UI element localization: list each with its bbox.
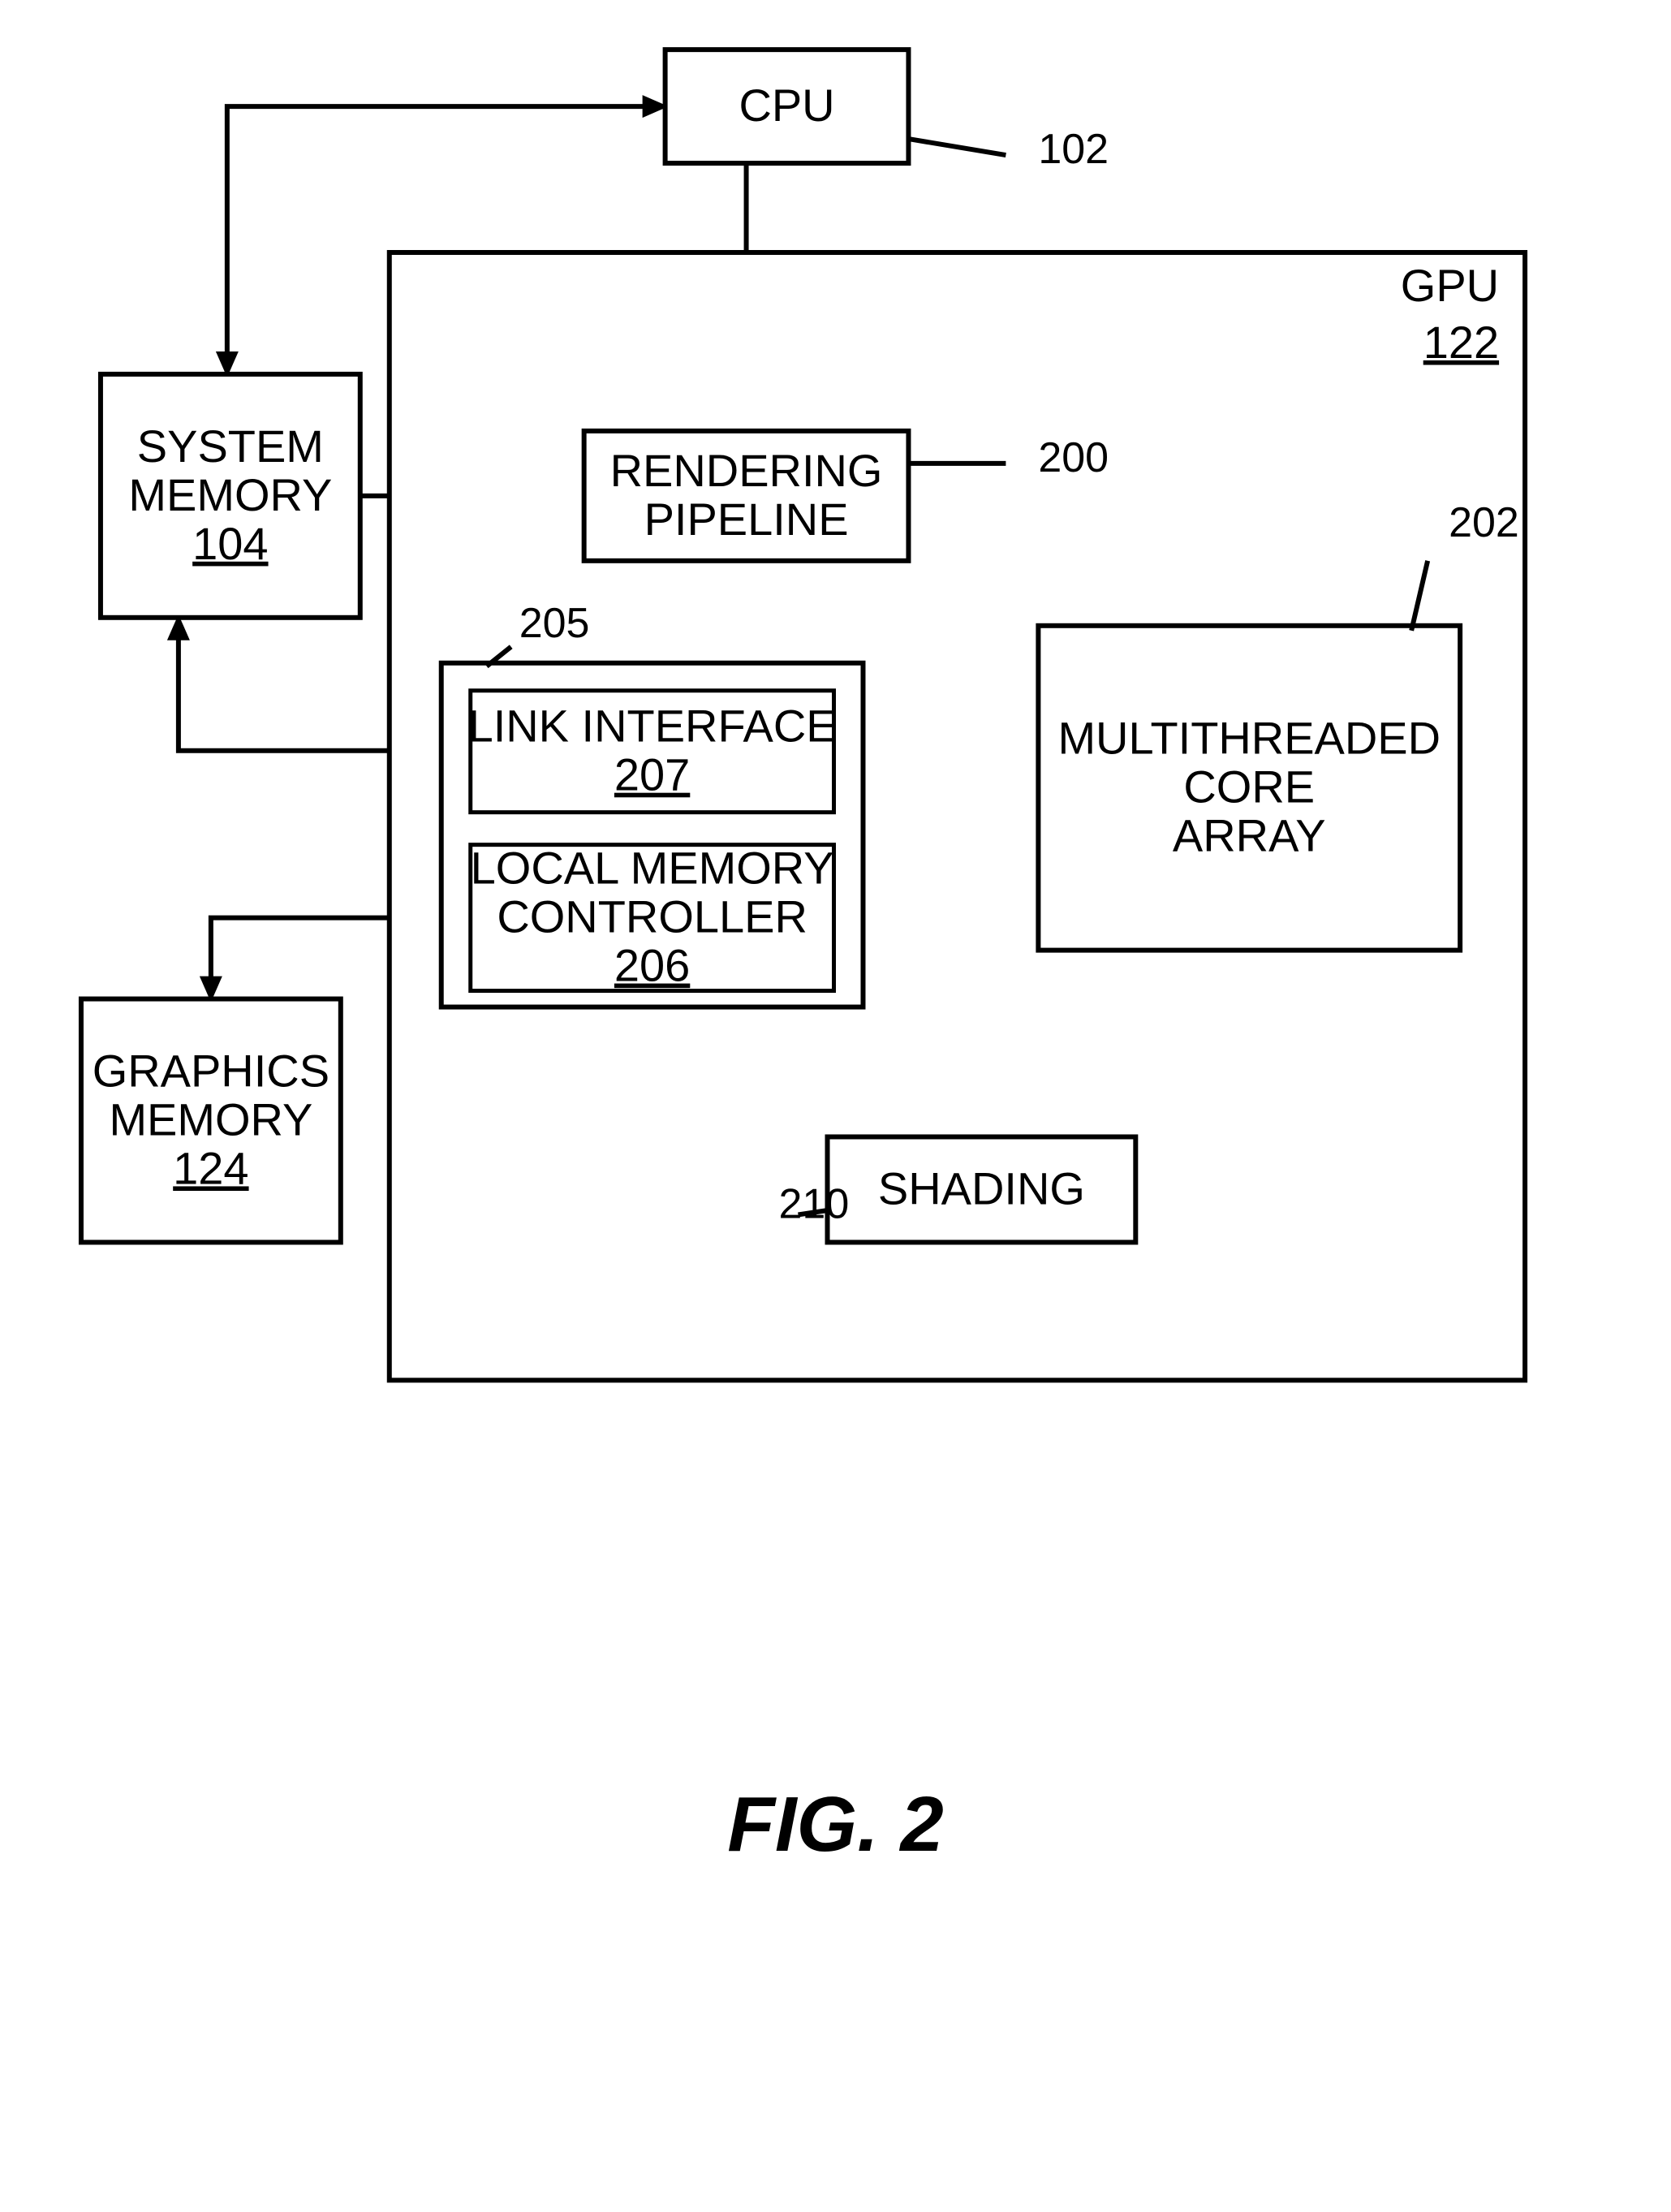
pipe-label-1: PIPELINE (644, 494, 849, 545)
shade-node: SHADING 210 (779, 1136, 1136, 1242)
sysmem-label-0: SYSTEM (137, 420, 324, 472)
sysmem-node: SYSTEMMEMORY104 (101, 374, 360, 618)
cpu-label-0: CPU (739, 80, 834, 131)
gpu-ref: 122 (1423, 317, 1499, 368)
link-ref: 207 (614, 749, 690, 800)
mca-label-2: ARRAY (1173, 810, 1326, 861)
lmc-label-0: LOCAL MEMORY (471, 843, 834, 894)
lmc-node: LOCAL MEMORYCONTROLLER206 (471, 843, 834, 991)
link-label-0: LINK INTERFACE (468, 701, 837, 752)
lmc-label-1: CONTROLLER (497, 891, 808, 942)
lmc-ref: 206 (614, 940, 690, 991)
sysmem-ref: 104 (192, 518, 268, 569)
cpu-node: CPU 102 (665, 50, 1109, 173)
link-node: LINK INTERFACE207 (468, 691, 837, 813)
boxes-layer: GPU122CPU102SYSTEMMEMORY104RENDERINGPIPE… (81, 50, 1525, 1380)
gpu-label: GPU (1401, 260, 1499, 311)
gmem-label-1: MEMORY (109, 1093, 312, 1145)
mca-ref: 202 (1449, 499, 1519, 546)
pipe-ref: 200 (1038, 434, 1109, 481)
pipe-label-0: RENDERING (610, 445, 883, 496)
cpu-leader (908, 139, 1006, 155)
memif-ref: 205 (519, 600, 590, 647)
shade-label-0: SHADING (878, 1162, 1085, 1214)
figure-caption: FIG. 2 (727, 1781, 944, 1868)
sysmem-label-1: MEMORY (128, 469, 332, 520)
gmem-node: GRAPHICSMEMORY124 (81, 999, 341, 1243)
mca-label-0: MULTITHREADED (1057, 713, 1441, 764)
mca-label-1: CORE (1183, 761, 1315, 813)
cpu-ref: 102 (1038, 126, 1109, 173)
gmem-label-0: GRAPHICS (93, 1046, 329, 1097)
shade-ref: 210 (779, 1180, 850, 1227)
gmem-ref: 124 (173, 1142, 248, 1193)
